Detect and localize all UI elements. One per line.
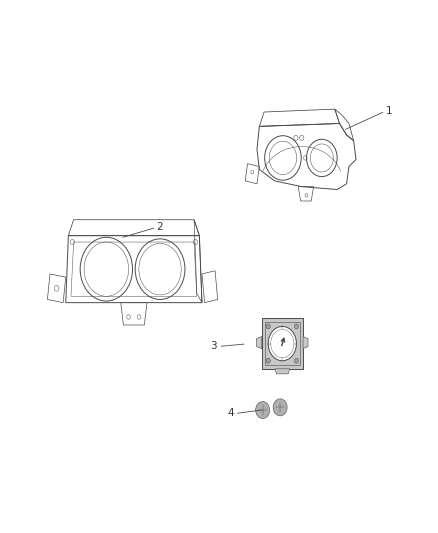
Text: 3: 3 (210, 341, 217, 351)
Text: 2: 2 (156, 222, 163, 232)
Polygon shape (261, 318, 303, 369)
Circle shape (294, 358, 298, 364)
Circle shape (256, 401, 270, 418)
Circle shape (266, 324, 270, 329)
Circle shape (268, 326, 297, 361)
Polygon shape (303, 336, 308, 349)
Circle shape (273, 399, 287, 416)
Circle shape (266, 358, 270, 364)
Polygon shape (275, 369, 290, 374)
Text: 1: 1 (386, 106, 393, 116)
Circle shape (294, 324, 298, 329)
Polygon shape (257, 336, 261, 349)
Text: 4: 4 (228, 408, 234, 418)
